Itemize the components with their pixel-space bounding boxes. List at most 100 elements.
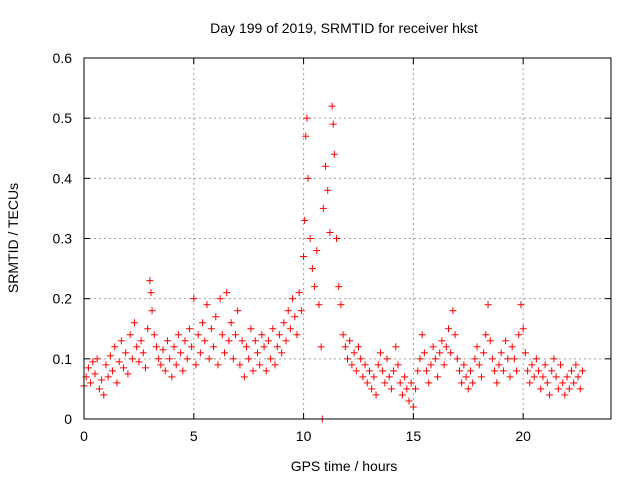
y-tick-label: 0.1 bbox=[53, 351, 73, 367]
data-point bbox=[328, 102, 336, 110]
y-tick-label: 0.5 bbox=[53, 110, 73, 126]
data-point bbox=[150, 331, 158, 339]
data-point bbox=[275, 331, 283, 339]
data-point bbox=[414, 367, 422, 375]
data-point bbox=[306, 235, 314, 242]
data-point bbox=[181, 337, 189, 345]
data-point bbox=[350, 349, 358, 357]
data-point bbox=[477, 373, 485, 381]
data-point bbox=[240, 373, 248, 381]
data-point bbox=[344, 355, 351, 363]
data-point bbox=[227, 319, 235, 327]
data-point bbox=[93, 355, 101, 363]
data-point bbox=[278, 349, 286, 357]
data-point bbox=[179, 367, 187, 375]
y-tick-label: 0.3 bbox=[53, 231, 73, 247]
y-axis-label: SRMTID / TECUs bbox=[5, 183, 21, 293]
data-point bbox=[488, 355, 496, 363]
data-point bbox=[128, 355, 136, 363]
data-point bbox=[401, 373, 409, 381]
data-point bbox=[322, 162, 330, 170]
data-point bbox=[387, 385, 395, 393]
data-point bbox=[295, 289, 303, 297]
data-point bbox=[157, 361, 165, 369]
data-point bbox=[212, 313, 220, 321]
data-point bbox=[161, 367, 169, 375]
data-point bbox=[372, 391, 380, 399]
data-point bbox=[251, 337, 259, 345]
data-point bbox=[495, 361, 503, 369]
data-point bbox=[460, 361, 468, 369]
data-point bbox=[236, 361, 244, 369]
data-point bbox=[556, 361, 564, 369]
data-point bbox=[521, 349, 529, 357]
data-point bbox=[218, 331, 226, 339]
chart-title: Day 199 of 2019, SRMTID for receiver hks… bbox=[210, 20, 478, 36]
data-point bbox=[513, 367, 521, 375]
data-point bbox=[449, 307, 457, 315]
data-point bbox=[357, 355, 365, 363]
data-point bbox=[392, 343, 400, 351]
data-point bbox=[148, 307, 156, 315]
data-point bbox=[565, 385, 573, 393]
data-point bbox=[267, 355, 275, 363]
data-point bbox=[510, 355, 518, 363]
data-point bbox=[330, 150, 338, 158]
axis-ticks: 0 0.1 0.2 0.3 0.4 0.5 0.6 0 5 10 15 20 bbox=[53, 50, 611, 444]
data-point bbox=[185, 325, 193, 333]
data-point bbox=[361, 361, 369, 369]
data-point bbox=[308, 265, 316, 273]
data-point bbox=[192, 361, 200, 369]
data-point bbox=[578, 367, 586, 375]
data-point bbox=[245, 355, 253, 363]
data-point bbox=[554, 385, 562, 393]
data-point bbox=[317, 343, 325, 351]
data-point bbox=[546, 391, 554, 399]
y-tick-label: 0.2 bbox=[53, 291, 73, 307]
x-tick-label: 5 bbox=[190, 428, 198, 444]
data-point bbox=[223, 289, 231, 297]
data-point bbox=[203, 301, 211, 309]
data-point bbox=[543, 379, 551, 387]
data-point bbox=[301, 216, 309, 224]
data-point bbox=[341, 343, 349, 351]
data-point bbox=[552, 373, 560, 381]
data-point bbox=[104, 373, 112, 381]
data-point bbox=[394, 361, 402, 369]
data-point bbox=[563, 373, 571, 381]
x-tick-label: 20 bbox=[515, 428, 531, 444]
data-point bbox=[537, 385, 545, 393]
data-point bbox=[238, 337, 246, 345]
data-point bbox=[174, 331, 182, 339]
data-point bbox=[232, 331, 240, 339]
data-point bbox=[561, 391, 569, 399]
y-tick-label: 0.4 bbox=[53, 170, 73, 186]
data-point bbox=[346, 337, 354, 345]
data-point bbox=[329, 120, 337, 128]
data-point bbox=[326, 228, 334, 236]
data-point bbox=[109, 367, 117, 375]
data-point bbox=[482, 331, 490, 339]
data-point bbox=[438, 337, 446, 345]
data-point bbox=[315, 301, 323, 309]
data-point bbox=[412, 385, 420, 393]
data-point bbox=[313, 247, 321, 255]
data-point bbox=[436, 349, 444, 357]
data-point bbox=[539, 373, 547, 381]
data-point bbox=[493, 379, 501, 387]
data-point bbox=[339, 331, 347, 339]
data-point bbox=[168, 373, 176, 381]
data-point bbox=[141, 364, 149, 372]
data-point bbox=[429, 343, 437, 351]
data-point bbox=[117, 337, 125, 345]
data-point bbox=[486, 337, 494, 345]
data-point bbox=[517, 301, 525, 309]
data-point bbox=[291, 313, 299, 321]
data-point bbox=[111, 343, 119, 351]
data-point bbox=[280, 319, 288, 327]
data-point bbox=[95, 385, 103, 393]
data-point bbox=[526, 379, 534, 387]
data-point bbox=[469, 379, 477, 387]
data-point bbox=[242, 343, 250, 351]
data-point bbox=[462, 373, 470, 381]
